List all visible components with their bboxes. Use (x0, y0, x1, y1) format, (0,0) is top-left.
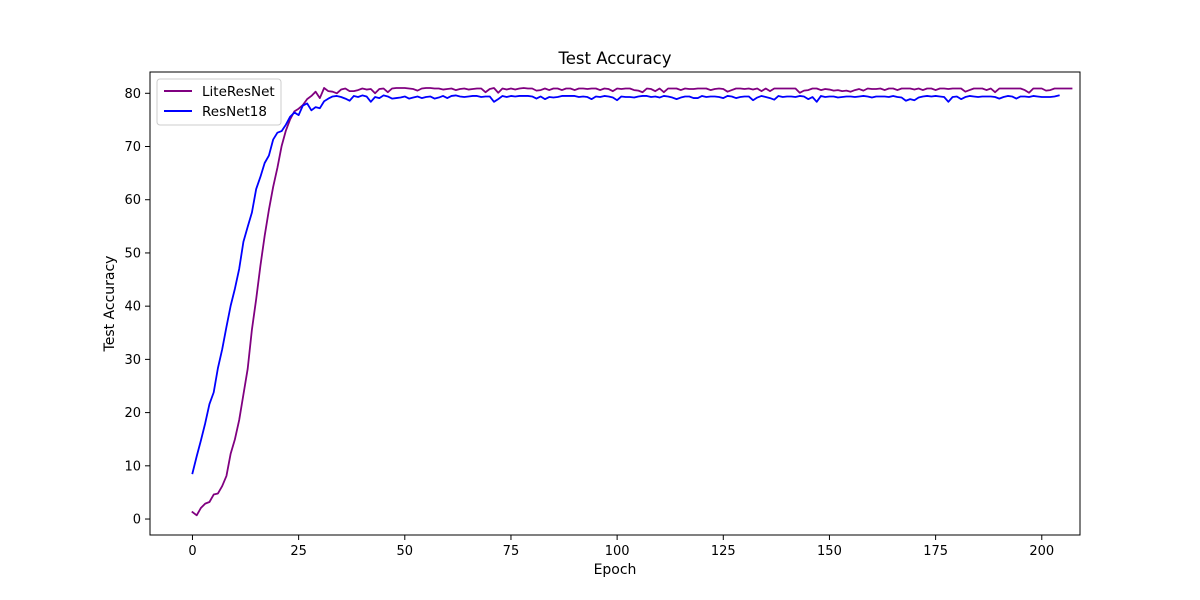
x-tick-label: 75 (503, 544, 520, 559)
y-tick-label: 30 (124, 353, 141, 368)
legend-label-resnet18: ResNet18 (202, 104, 267, 120)
plot-frame (149, 71, 1081, 536)
x-tick-label: 175 (923, 544, 948, 559)
series-lines (191, 87, 1073, 517)
chart-title: Test Accuracy (557, 49, 671, 68)
x-tick-label: 100 (605, 544, 630, 559)
x-tick-label: 0 (188, 544, 196, 559)
series-line-literesnet (191, 87, 1073, 517)
y-tick-label: 10 (124, 459, 141, 474)
y-tick-label: 0 (133, 513, 141, 528)
y-tick-label: 20 (124, 406, 141, 421)
x-tick-label: 200 (1029, 544, 1054, 559)
y-tick-label: 50 (124, 246, 141, 261)
y-tick-label: 80 (124, 87, 141, 102)
legend: LiteResNet ResNet18 (156, 78, 282, 126)
series-line-resnet18 (191, 94, 1060, 475)
y-tick-label: 70 (124, 140, 141, 155)
y-axis-title: Test Accuracy (102, 256, 118, 353)
y-tick-label: 40 (124, 300, 141, 315)
x-tick-label: 50 (397, 544, 414, 559)
x-tick-label: 125 (711, 544, 736, 559)
x-tick-label: 150 (817, 544, 842, 559)
legend-label-literesnet: LiteResNet (202, 84, 275, 100)
plot-area (150, 72, 1080, 535)
x-axis-title: Epoch (594, 562, 637, 578)
y-axis-ticks: 0 10 20 30 40 50 60 70 80 (124, 87, 150, 528)
x-tick-label: 25 (290, 544, 307, 559)
x-axis-ticks: 0 25 50 75 100 125 150 175 200 (188, 535, 1054, 559)
y-tick-label: 60 (124, 193, 141, 208)
